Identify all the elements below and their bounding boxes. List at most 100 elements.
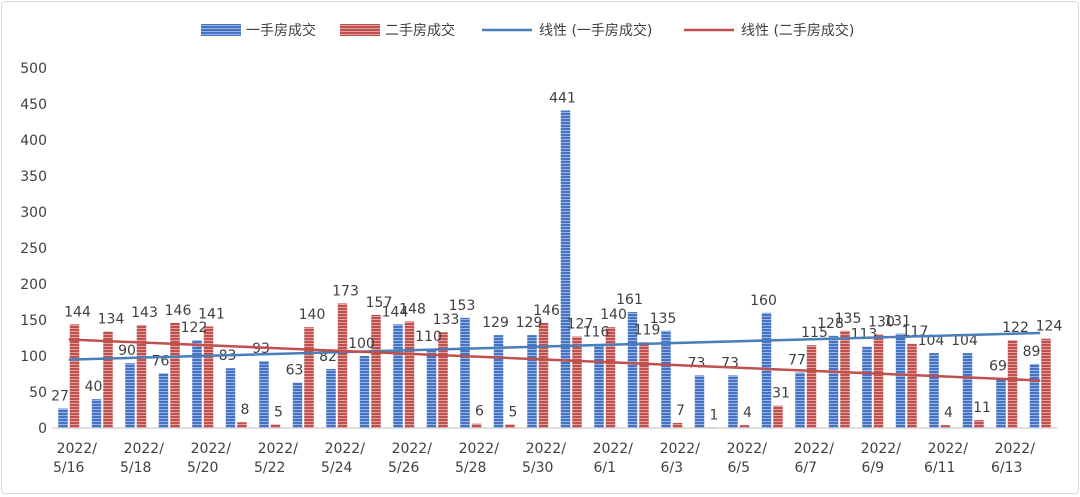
data-label: 140 (299, 307, 326, 323)
new-home-bar (393, 324, 403, 428)
x-tick-label: 5/28 (455, 460, 486, 476)
y-axis: 0 50 100 150 200 250 300 350 400 450 500 (20, 61, 47, 437)
new-home-bar (125, 363, 135, 428)
resale-home-bar (471, 423, 482, 428)
data-label: 128 (817, 316, 844, 332)
data-label: 5 (509, 404, 518, 420)
data-label: 63 (286, 363, 304, 379)
y-tick-label: 400 (20, 133, 47, 149)
y-tick-label: 350 (20, 169, 47, 185)
new-home-bar (728, 375, 738, 428)
data-label: 157 (366, 295, 393, 311)
data-label: 160 (750, 293, 777, 309)
x-tick-label: 2022/ (191, 441, 232, 457)
data-label: 40 (85, 379, 103, 395)
resale-home-bar (136, 325, 147, 428)
y-tick-label: 250 (20, 241, 47, 257)
resale-home-bar (170, 322, 180, 428)
x-tick-label: 2022/ (526, 441, 567, 457)
resale-home-bar (404, 321, 415, 428)
data-label: 27 (51, 389, 69, 405)
new-home-bar (862, 346, 872, 428)
data-label: 11 (973, 400, 991, 416)
new-home-bar (158, 373, 169, 428)
x-tick-label: 6/5 (727, 460, 750, 476)
data-label: 69 (989, 358, 1007, 374)
data-label: 161 (616, 292, 643, 308)
resale-home-bar (304, 327, 314, 428)
resale-home-bar (538, 322, 549, 428)
y-tick-label: 500 (20, 61, 47, 77)
x-tick-label: 2022/ (325, 441, 366, 457)
data-label: 4 (944, 405, 953, 421)
resale-home-bar (438, 332, 448, 428)
data-label: 130 (868, 314, 895, 330)
x-tick-label: 2022/ (459, 441, 500, 457)
new-home-bar (627, 312, 638, 428)
x-tick-label: 2022/ (57, 441, 98, 457)
legend-item-new-home-trend-label: 线性 (一手房成交) (539, 22, 652, 39)
y-tick-label: 450 (20, 97, 47, 113)
x-tick-label: 6/11 (924, 460, 955, 476)
new-home-bar (694, 375, 705, 428)
new-home-bar (326, 368, 336, 428)
x-tick-label: 6/9 (861, 460, 884, 476)
resale-home-bar (739, 425, 750, 428)
x-tick-label: 5/22 (254, 460, 285, 476)
y-tick-label: 0 (38, 421, 47, 437)
new-home-bar (761, 312, 772, 428)
resale-home-bar (337, 303, 348, 428)
data-label: 31 (772, 386, 790, 402)
x-tick-label: 6/1 (593, 460, 616, 476)
resale-home-bar (69, 324, 80, 428)
resale-home-bar (103, 331, 113, 428)
x-tick-label: 2022/ (660, 441, 701, 457)
new-home-bar (225, 368, 236, 428)
data-label: 173 (332, 283, 359, 299)
data-label: 441 (549, 90, 576, 106)
data-label: 129 (482, 315, 509, 331)
x-tick-label: 2022/ (861, 441, 902, 457)
new-home-bar (359, 356, 370, 428)
new-home-trendline (68, 331, 1041, 361)
new-home-bar (560, 110, 571, 428)
x-tick-label: 2022/ (727, 441, 768, 457)
data-label: 143 (131, 305, 158, 321)
y-tick-label: 150 (20, 313, 47, 329)
data-label: 135 (650, 311, 677, 327)
resale-home-trendline (68, 338, 1041, 382)
resale-home-bar (806, 345, 817, 428)
resale-home-bar (840, 330, 850, 428)
resale-home-bar (237, 422, 247, 428)
x-tick-label: 2022/ (995, 441, 1036, 457)
data-label: 4 (743, 405, 752, 421)
y-tick-label: 100 (20, 349, 47, 365)
resale-home-bar (1007, 340, 1018, 428)
chart-legend: 一手房成交 二手房成交 线性 (一手房成交) 线性 (二手房成交) (201, 22, 854, 39)
data-label: 148 (399, 301, 426, 317)
resale-home-bar (1041, 338, 1051, 428)
new-home-bar (929, 353, 939, 428)
resale-home-bar (605, 327, 616, 428)
data-label: 6 (475, 404, 484, 420)
resale-home-bar (371, 314, 381, 428)
data-label: 129 (516, 315, 543, 331)
x-tick-label: 5/24 (321, 460, 353, 476)
new-home-bar (594, 344, 604, 428)
data-label: 127 (567, 317, 594, 333)
data-label: 122 (1002, 320, 1029, 336)
bars-group (58, 110, 1051, 428)
resale-home-bar (639, 342, 649, 428)
resale-home-bar (270, 424, 281, 428)
data-label: 8 (241, 402, 250, 418)
new-home-bar (996, 378, 1006, 428)
x-tick-label: 5/16 (53, 460, 85, 476)
x-tick-label: 2022/ (794, 441, 835, 457)
x-tick-label: 5/20 (187, 460, 218, 476)
y-tick-label: 200 (20, 277, 47, 293)
y-tick-label: 50 (29, 385, 47, 401)
data-label: 146 (165, 303, 192, 319)
data-label: 135 (835, 311, 862, 327)
